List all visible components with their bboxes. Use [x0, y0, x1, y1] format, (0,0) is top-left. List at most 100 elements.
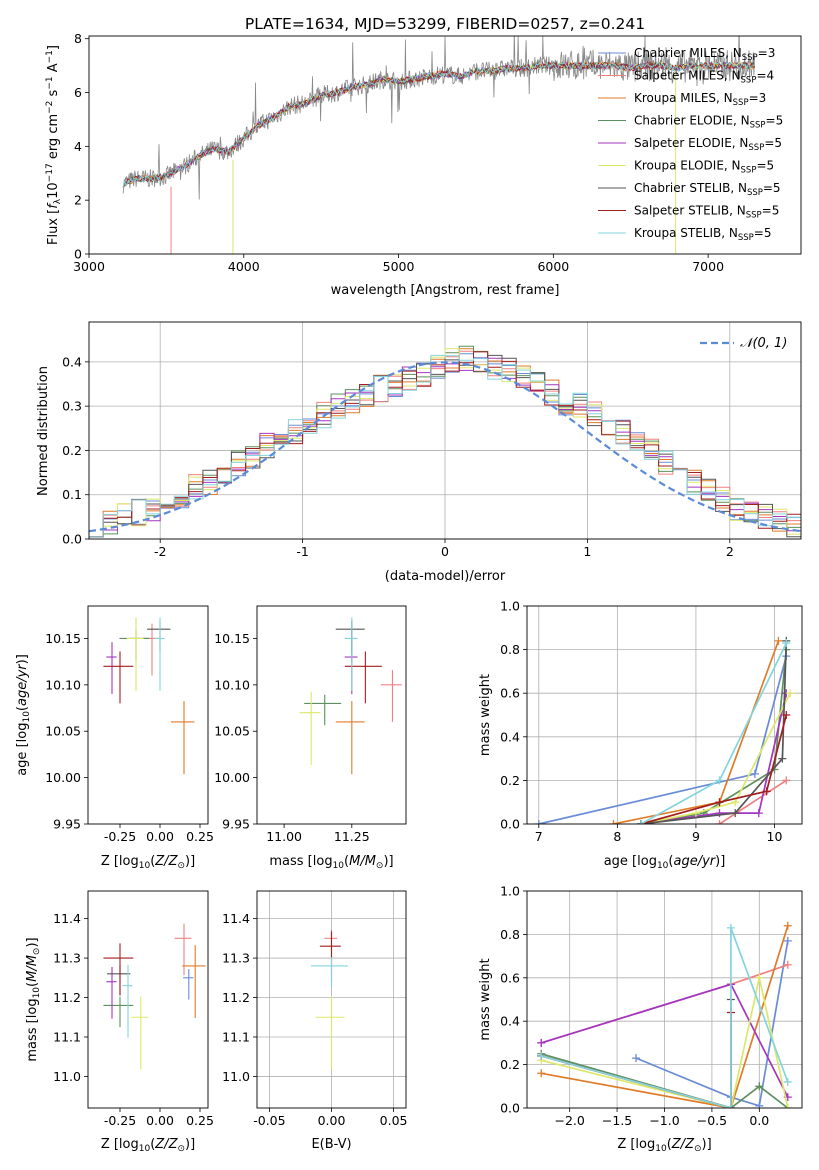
x-tick-label: 8: [613, 829, 621, 844]
x-tick-label: 11.00: [266, 829, 302, 844]
x-tick-label: -1: [296, 544, 308, 559]
y-tick-label: 0.0: [500, 817, 520, 832]
legend-entry: Kroupa ELODIE, NSSP=5: [634, 159, 774, 176]
mass-vs-Z-plot: [103, 923, 206, 1070]
weight-series: [640, 642, 788, 824]
y-tick-label: 11.3: [222, 951, 250, 966]
weight-vs-Z-plot: [537, 921, 792, 1108]
weight-marker: [783, 1104, 792, 1108]
weight-marker: [726, 1104, 735, 1108]
weight-series: [640, 640, 788, 824]
y-tick-label: 6: [74, 85, 82, 100]
y-tick-label: 0.8: [500, 642, 520, 657]
y-tick-label: 0.2: [62, 443, 82, 458]
weight-series: [540, 1052, 789, 1108]
y-tick-label: 10.10: [45, 677, 81, 692]
mass-vs-EBV-xlabel: E(B-V): [311, 1137, 351, 1152]
y-tick-label: 0.3: [62, 399, 82, 414]
y-tick-label: 11.4: [222, 911, 250, 926]
y-tick-label: 4: [74, 139, 82, 154]
x-tick-label: 3000: [73, 259, 105, 274]
spectrum-ylabel: Flux [fλ10−17 erg cm−2 s−1 A−1]: [45, 45, 63, 245]
mass-vs-Z-frame: [87, 890, 209, 1109]
weight-marker: [731, 809, 740, 818]
age-vs-mass-axes: 11.00 11.25 9.95 10.00 10.05 10.10 10.15: [214, 631, 370, 844]
y-tick-label: 11.1: [53, 1029, 81, 1044]
x-tick-label: 5000: [383, 259, 415, 274]
x-tick-label: 0: [441, 544, 449, 559]
weight-series: [538, 655, 788, 824]
weight-series: [541, 925, 789, 1108]
x-tick-label: 0.00: [146, 1113, 174, 1128]
gaussian-curve: [89, 361, 801, 533]
y-tick-label: 10.15: [214, 631, 250, 646]
legend-entry: Chabrier MILES, NSSP=3: [634, 46, 775, 63]
model-spectrum: [122, 60, 755, 188]
weight-marker: [782, 639, 791, 648]
x-tick-label: -0.25: [104, 829, 136, 844]
mass-vs-EBV-plot: [310, 929, 348, 1070]
y-tick-label: 0.2: [500, 773, 520, 788]
x-tick-label: 4000: [228, 259, 260, 274]
legend-entry: Chabrier STELIB, NSSP=5: [634, 181, 781, 198]
age-vs-Z-axes: -0.25 0.00 0.25 9.95 10.00 10.05 10.10 10.15: [45, 631, 214, 844]
weight-marker: [731, 798, 740, 807]
y-tick-label: 0.6: [500, 970, 520, 985]
y-tick-label: 10.15: [45, 631, 81, 646]
y-tick-label: 0.4: [500, 729, 520, 744]
legend-entry: Salpeter MILES, NSSP=4: [634, 69, 774, 86]
age-vs-Z-xlabel: Z [log10(Z/Z⊙)]: [101, 854, 195, 871]
y-tick-label: 8: [74, 31, 82, 46]
residuals-plot: [89, 345, 801, 538]
residuals-ylabel: Normed distribution: [36, 366, 51, 496]
x-tick-label: 0.25: [186, 829, 214, 844]
weight-series: [635, 940, 789, 1107]
legend-entry: 𝒩(0, 1): [740, 336, 787, 351]
y-tick-label: 11.3: [53, 951, 81, 966]
x-tick-label: 10: [767, 829, 783, 844]
residuals-xlabel: (data-model)/error: [385, 569, 506, 584]
age-vs-Z-frame: [87, 605, 209, 825]
weight-marker: [762, 787, 771, 796]
weight-marker: [755, 1101, 764, 1108]
x-tick-label: 1: [583, 544, 591, 559]
y-tick-label: 11.4: [53, 911, 81, 926]
x-tick-label: 2: [726, 544, 734, 559]
y-tick-label: 0.8: [500, 927, 520, 942]
weight-marker: [782, 711, 791, 719]
legend-entry: Salpeter ELODIE, NSSP=5: [634, 136, 782, 153]
x-tick-label: −2.0: [554, 1113, 584, 1128]
model-spectrum: [232, 61, 755, 152]
y-tick-label: 9.95: [222, 817, 250, 832]
age-vs-mass-xlabel: mass [log10(M/M⊙)]: [269, 854, 393, 871]
residuals-frame: [88, 321, 802, 540]
legend-entry: Salpeter STELIB, NSSP=5: [634, 204, 779, 221]
weight-marker: [778, 754, 787, 763]
x-tick-label: 0.05: [380, 1113, 408, 1128]
weight-marker: [534, 820, 543, 824]
x-tick-label: -2: [154, 544, 166, 559]
weight-vs-age-frame: [526, 605, 803, 825]
x-tick-label: 0.00: [318, 1113, 346, 1128]
age-vs-Z-ylabel: age [log10(age/yr)]: [15, 654, 32, 776]
spectrum-frame: [88, 35, 802, 255]
weight-marker: [715, 798, 724, 807]
y-tick-label: 9.95: [53, 817, 81, 832]
spectrum-xlabel: wavelength [Angstrom, rest frame]: [331, 283, 560, 298]
weight-marker: [726, 923, 735, 932]
legend-entry: Kroupa STELIB, NSSP=5: [634, 226, 772, 243]
weight-marker: [783, 960, 792, 969]
weight-marker: [609, 820, 618, 824]
x-tick-label: −0.5: [697, 1113, 727, 1128]
y-tick-label: 0.2: [500, 1057, 520, 1072]
y-tick-label: 11.1: [222, 1029, 250, 1044]
legend-entry: Chabrier ELODIE, NSSP=5: [634, 114, 783, 131]
weight-series: [640, 714, 788, 824]
mass-vs-EBV-frame: [256, 890, 407, 1109]
y-tick-label: 10.05: [45, 724, 81, 739]
x-tick-label: −1.5: [602, 1113, 632, 1128]
x-tick-label: 0.0: [749, 1113, 769, 1128]
y-tick-label: 11.2: [53, 990, 81, 1005]
y-tick-label: 0: [74, 247, 82, 262]
mass-vs-Z-ylabel: mass [log10(M/M⊙)]: [25, 937, 42, 1061]
